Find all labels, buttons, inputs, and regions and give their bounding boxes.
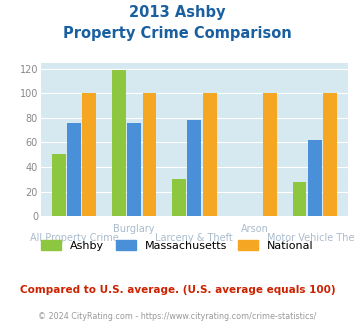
Legend: Ashby, Massachusetts, National: Ashby, Massachusetts, National xyxy=(37,236,318,255)
Bar xyxy=(52,153,66,216)
Bar xyxy=(127,123,141,216)
Text: Burglary: Burglary xyxy=(113,224,155,234)
Bar xyxy=(82,93,96,216)
Bar xyxy=(143,93,157,216)
Bar xyxy=(67,123,81,216)
Bar xyxy=(293,182,306,216)
Text: Arson: Arson xyxy=(241,224,268,234)
Bar xyxy=(263,93,277,216)
Text: Compared to U.S. average. (U.S. average equals 100): Compared to U.S. average. (U.S. average … xyxy=(20,285,335,295)
Bar xyxy=(203,93,217,216)
Bar xyxy=(323,93,337,216)
Text: Motor Vehicle Theft: Motor Vehicle Theft xyxy=(267,233,355,243)
Text: 2013 Ashby: 2013 Ashby xyxy=(129,5,226,20)
Text: All Property Crime: All Property Crime xyxy=(29,233,118,243)
Bar xyxy=(112,70,126,216)
Text: Larceny & Theft: Larceny & Theft xyxy=(155,233,233,243)
Text: © 2024 CityRating.com - https://www.cityrating.com/crime-statistics/: © 2024 CityRating.com - https://www.city… xyxy=(38,312,317,321)
Bar xyxy=(187,120,201,216)
Text: Property Crime Comparison: Property Crime Comparison xyxy=(63,26,292,41)
Bar xyxy=(308,140,322,216)
Bar xyxy=(172,179,186,216)
